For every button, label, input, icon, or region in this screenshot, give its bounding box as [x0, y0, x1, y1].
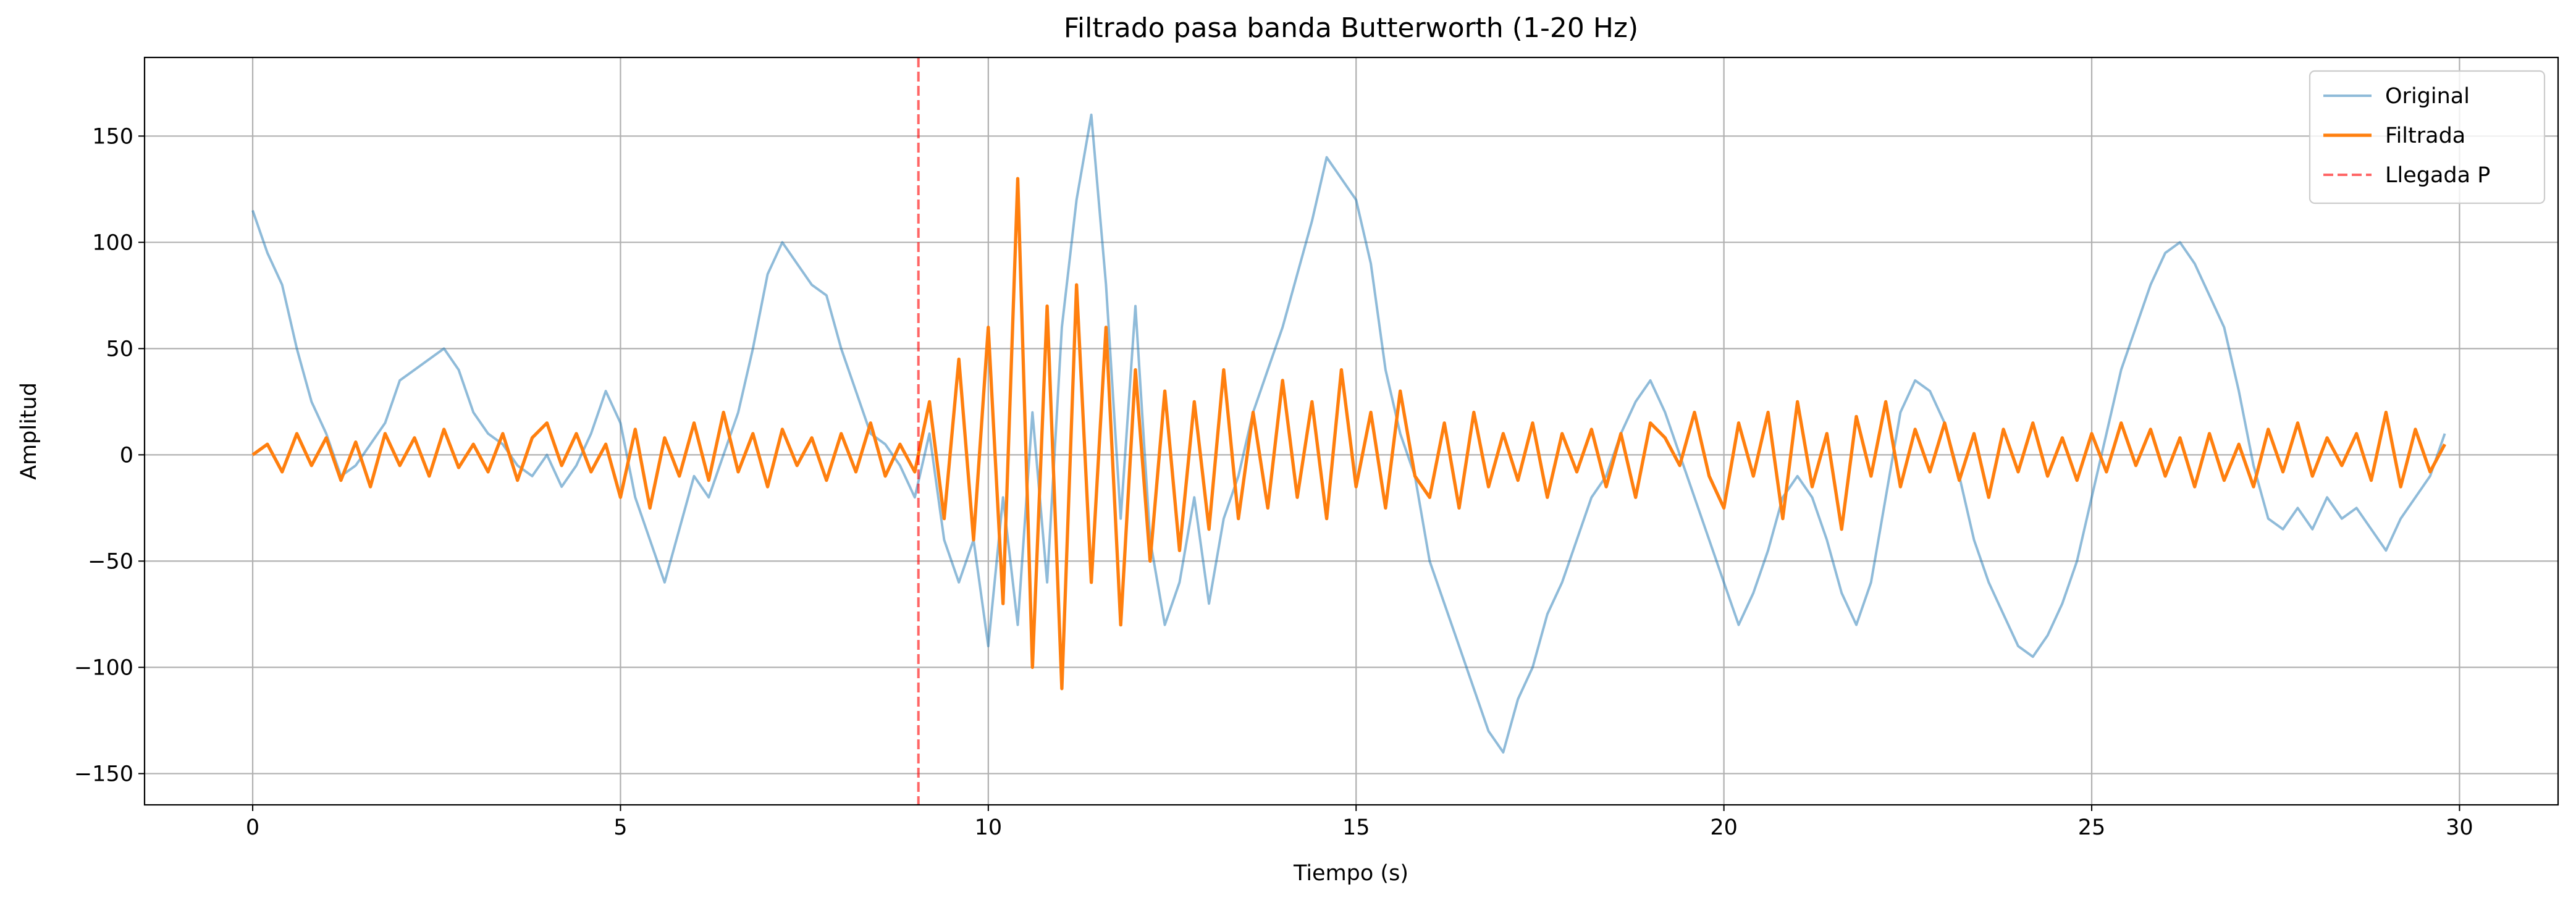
- legend: Original Filtrada Llegada P: [2309, 70, 2546, 204]
- legend-box: [2309, 70, 2546, 204]
- y-axis-label: Amplitud: [17, 382, 41, 480]
- x-tick-label: 10: [975, 815, 1003, 840]
- x-tick-label: 5: [613, 815, 627, 840]
- chart-title: Filtrado pasa banda Butterworth (1-20 Hz…: [1064, 12, 1638, 44]
- x-tick-label: 0: [246, 815, 259, 840]
- x-tick-label: 30: [2446, 815, 2473, 840]
- legend-label: Original: [2385, 84, 2470, 109]
- y-tick-label: 150: [92, 124, 133, 149]
- y-tick-label: 50: [106, 337, 133, 361]
- x-tick-label: 20: [1710, 815, 1738, 840]
- series-line: [251, 113, 2446, 754]
- x-tick-label: 25: [2078, 815, 2106, 840]
- x-axis-label: Tiempo (s): [1293, 861, 1408, 886]
- series-line: [251, 177, 2446, 691]
- y-tick-label: 100: [92, 230, 133, 255]
- y-tick-label: −50: [88, 549, 133, 574]
- y-tick-label: −150: [74, 762, 133, 786]
- legend-label: Filtrada: [2385, 124, 2465, 148]
- plot-frame: [143, 56, 2559, 806]
- y-tick-label: 0: [120, 443, 133, 468]
- legend-label: Llegada P: [2385, 163, 2490, 188]
- y-tick-label: −100: [74, 655, 133, 680]
- x-tick-label: 15: [1342, 815, 1370, 840]
